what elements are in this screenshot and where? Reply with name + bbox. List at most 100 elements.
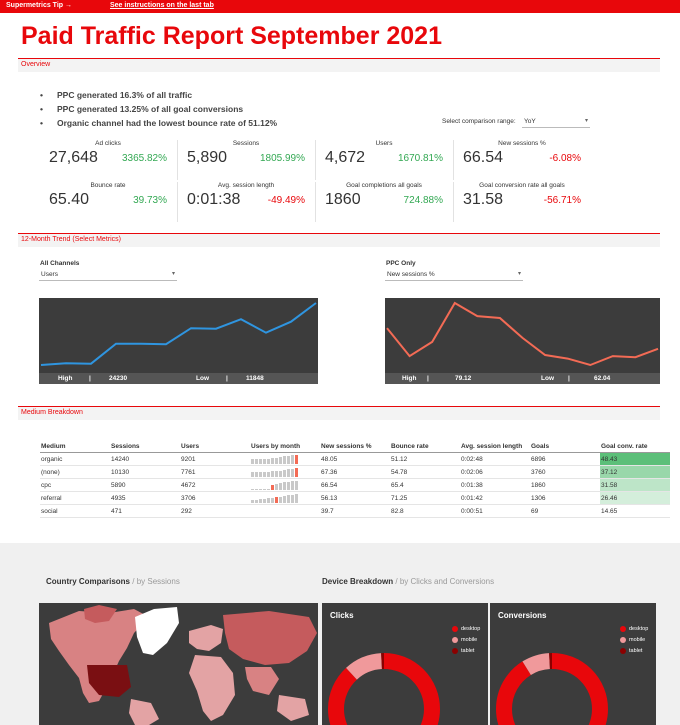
cell-medium: cpc — [40, 478, 110, 492]
ppc-metric-select[interactable]: New sessions % ▾ — [385, 269, 523, 281]
column-header[interactable]: Users — [180, 441, 250, 453]
all-channels-line-chart — [40, 302, 317, 366]
country-map[interactable] — [39, 603, 318, 725]
column-header[interactable]: Sessions — [110, 441, 180, 453]
cell-bounce: 82.8 — [390, 504, 460, 518]
cell-avg-len: 0:00:51 — [460, 504, 530, 518]
tip-bar: Supermetrics Tip → See instructions on t… — [0, 0, 680, 13]
high-value: 24230 — [109, 375, 128, 382]
spark-bar — [275, 483, 278, 490]
cell-new-sessions: 56.13 — [320, 491, 390, 505]
kpi-label: Goal conversion rate all goals — [479, 182, 565, 189]
cell-goals: 1860 — [530, 478, 600, 492]
clicks-donut-chart — [328, 653, 440, 725]
cell-sessions: 471 — [110, 504, 180, 518]
clicks-title: Clicks — [330, 611, 354, 620]
kpi-delta: 1805.99% — [259, 153, 305, 164]
column-header[interactable]: Avg. session length — [460, 441, 530, 453]
kpi-value: 66.54 — [463, 149, 504, 166]
cell-avg-len: 0:01:42 — [460, 491, 530, 505]
spark-bar — [279, 456, 282, 464]
ppc-trend-chart: High | 79.12 Low | 62.04 — [385, 298, 660, 384]
cell-avg-len: 0:02:06 — [460, 465, 530, 479]
spark-bar — [287, 494, 290, 503]
instructions-link[interactable]: See instructions on the last tab — [110, 2, 214, 9]
donut-slice-desktop[interactable] — [496, 653, 608, 725]
ppc-only-label: PPC Only — [386, 260, 416, 267]
kpi-card: Bounce rate 65.40 39.73% — [39, 182, 178, 222]
ppc-stats: High | 79.12 Low | 62.04 — [385, 373, 660, 384]
cell-conv: 14.65 — [600, 504, 670, 518]
kpi-label: Bounce rate — [90, 182, 126, 189]
spark-bar — [251, 488, 254, 490]
world-map-graphic — [49, 605, 317, 725]
spark-bar — [251, 458, 254, 464]
legend-label: mobile — [461, 637, 478, 643]
all-channels-metric-select[interactable]: Users ▾ — [39, 269, 177, 281]
kpi-card: Avg. session length 0:01:38 -49.49% — [177, 182, 316, 222]
tablet-dot-icon — [452, 647, 458, 654]
summary-bullet: PPC generated 16.3% of all traffic — [40, 88, 277, 102]
country-title-text: Country Comparisons — [46, 577, 131, 586]
spark-bar — [295, 454, 298, 464]
trend-line — [386, 301, 659, 367]
cell-avg-len: 0:01:38 — [460, 478, 530, 492]
spark-bar — [259, 488, 262, 490]
comparison-range-value: YoY — [524, 118, 536, 125]
overview-section-label: Overview — [21, 61, 51, 68]
users-sparkline — [251, 454, 299, 464]
spark-bar — [271, 484, 274, 490]
legend-item-tablet: tablet — [620, 646, 648, 657]
legend-item-desktop: desktop — [452, 624, 480, 635]
kpi-delta: 3365.82% — [121, 153, 167, 164]
spark-bar — [275, 470, 278, 477]
cell-medium: organic — [40, 452, 110, 466]
country-subtitle: / by Sessions — [132, 577, 180, 586]
conversions-title: Conversions — [498, 611, 547, 620]
high-label: High — [402, 375, 417, 382]
medium-section-label: Medium Breakdown — [21, 409, 83, 416]
desktop-dot-icon — [620, 625, 626, 632]
kpi-value: 1860 — [325, 191, 361, 208]
column-header[interactable]: New sessions % — [320, 441, 390, 453]
users-sparkline-cell — [250, 491, 320, 505]
kpi-delta: 724.88% — [403, 195, 443, 206]
spark-bar — [259, 458, 262, 464]
spark-bar — [271, 497, 274, 503]
spark-bar — [259, 498, 262, 503]
mobile-dot-icon — [452, 636, 458, 643]
legend-label: tablet — [629, 648, 643, 654]
kpi-value: 4,672 — [325, 149, 366, 166]
spark-bar — [255, 499, 258, 503]
column-header[interactable]: Medium — [40, 441, 110, 453]
separator: | — [568, 375, 570, 382]
chevron-down-icon: ▾ — [171, 271, 175, 277]
high-label: High — [58, 375, 73, 382]
spark-bar — [283, 469, 286, 477]
spark-bar — [267, 488, 270, 490]
spark-bar — [263, 498, 266, 503]
cell-medium: social — [40, 504, 110, 518]
kpi-delta: 1670.81% — [397, 153, 443, 164]
column-header[interactable]: Bounce rate — [390, 441, 460, 453]
donut-slice-tablet[interactable] — [328, 653, 440, 725]
kpi-card: Users 4,672 1670.81% — [315, 140, 454, 180]
users-sparkline-cell — [250, 452, 320, 466]
desktop-dot-icon — [452, 625, 458, 632]
donut-slice-tablet[interactable] — [496, 653, 608, 725]
spark-bar — [295, 493, 298, 503]
table-row: (none) 10130 7761 67.36 54.78 0:02:06 3760 37.1… — [40, 465, 670, 479]
column-header[interactable]: Goals — [530, 441, 600, 453]
legend-item-mobile: mobile — [620, 635, 648, 646]
cell-users: 292 — [180, 504, 250, 518]
comparison-range-select[interactable]: YoY ▾ — [522, 115, 590, 128]
column-header[interactable]: Users by month — [250, 441, 320, 453]
legend-label: mobile — [629, 637, 646, 643]
spark-bar — [259, 471, 262, 477]
cell-conv: 31.58 — [600, 478, 670, 492]
column-header[interactable]: Goal conv. rate — [600, 441, 670, 453]
spark-bar — [279, 482, 282, 490]
trend-line — [40, 302, 317, 366]
cell-avg-len: 0:02:48 — [460, 452, 530, 466]
cell-goals: 1306 — [530, 491, 600, 505]
